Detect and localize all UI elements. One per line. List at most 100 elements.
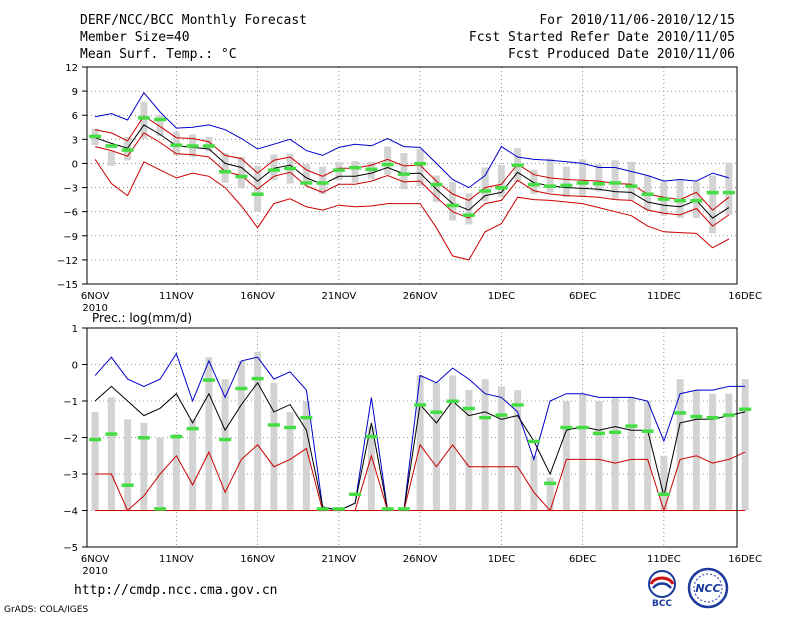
observation-mark xyxy=(722,413,735,417)
member-range-bar xyxy=(205,136,213,152)
bcc-logo-arc xyxy=(649,576,675,585)
member-range-bar xyxy=(205,357,213,511)
member-range-bar xyxy=(221,379,229,511)
member-range-bar xyxy=(237,157,245,189)
member-range-bar xyxy=(367,426,375,511)
chart-title: DERF/NCC/BCC Monthly Forecast xyxy=(80,13,307,28)
observation-mark xyxy=(609,181,622,185)
observation-mark xyxy=(527,439,540,444)
observation-mark xyxy=(365,434,378,439)
x-tick-label: 6NOV xyxy=(81,291,110,302)
member-range-bar xyxy=(416,375,424,511)
member-range-bar xyxy=(579,393,587,511)
observation-mark xyxy=(332,507,345,511)
member-range-bar xyxy=(644,401,652,511)
forecast-start-date: Fcst Started Refer Date 2010/11/05 xyxy=(468,30,735,45)
x-tick-label: 1DEC xyxy=(488,554,515,565)
observation-mark xyxy=(267,423,280,427)
x-tick-label: 26NOV xyxy=(403,554,438,565)
member-range-bar xyxy=(481,379,489,511)
y-tick-label: −3 xyxy=(63,470,78,481)
member-range-bar xyxy=(725,162,733,215)
observation-mark xyxy=(202,144,215,148)
y-tick-label: 12 xyxy=(65,63,78,74)
member-range-bar xyxy=(221,152,229,183)
observation-mark xyxy=(137,436,150,440)
x-tick-label: 6NOV xyxy=(81,554,110,565)
x-tick-label: 11NOV xyxy=(159,554,194,565)
member-range-bar xyxy=(627,161,635,200)
y-tick-label: −6 xyxy=(63,208,78,219)
series-line-upper-mid xyxy=(95,115,730,211)
x-tick-label: 6DEC xyxy=(569,291,596,302)
member-range-bar xyxy=(189,419,197,511)
observation-mark xyxy=(267,168,280,172)
member-range-bar xyxy=(709,393,717,511)
observation-mark xyxy=(641,429,654,433)
observation-mark xyxy=(89,134,102,139)
series-line-lower xyxy=(95,443,746,513)
bcc-logo-wave xyxy=(652,582,672,589)
x-tick-label: 16NOV xyxy=(240,554,275,565)
y-tick-label: 3 xyxy=(72,135,78,146)
observation-mark xyxy=(674,411,687,415)
source-url[interactable]: http://cmdp.ncc.cma.gov.cn xyxy=(74,583,278,598)
observation-mark xyxy=(170,434,183,439)
x-tick-label: 16DEC xyxy=(728,291,762,302)
observation-mark xyxy=(446,203,459,208)
member-range-bar xyxy=(140,422,148,511)
bcc-logo-ring xyxy=(648,570,676,598)
member-range-bar xyxy=(449,375,457,511)
y-tick-label: −2 xyxy=(63,434,78,445)
x-tick-label: 16NOV xyxy=(240,291,275,302)
observation-mark xyxy=(121,483,134,487)
member-range-bar xyxy=(432,382,440,511)
observation-mark xyxy=(365,167,378,172)
plot-frame xyxy=(86,66,738,285)
grads-credit: GrADS: COLA/IGES xyxy=(4,605,89,615)
series-line-upper xyxy=(95,91,730,189)
observation-mark xyxy=(544,481,557,486)
x-tick-year-label: 2010 xyxy=(82,566,107,577)
observation-mark xyxy=(576,425,589,430)
observation-mark xyxy=(186,426,199,431)
series-line-lower-mid xyxy=(94,132,730,227)
observation-mark xyxy=(251,192,264,196)
observation-mark xyxy=(479,415,492,420)
member-size: Member Size=40 xyxy=(80,30,190,45)
observation-mark xyxy=(706,415,719,420)
observation-mark xyxy=(495,186,508,190)
member-range-bar xyxy=(530,455,538,511)
observation-mark xyxy=(430,410,443,414)
observation-mark xyxy=(381,162,394,167)
observation-mark xyxy=(560,183,573,188)
member-range-bar xyxy=(124,419,132,511)
observation-mark xyxy=(511,403,524,407)
member-range-bar xyxy=(302,164,310,184)
observation-mark xyxy=(137,116,150,120)
observation-mark xyxy=(479,189,492,193)
observation-mark xyxy=(284,166,297,171)
observation-mark xyxy=(219,437,232,442)
observation-mark xyxy=(446,399,459,403)
observation-mark xyxy=(349,165,362,170)
observation-mark xyxy=(625,424,638,428)
observation-mark xyxy=(657,197,670,201)
observation-mark xyxy=(414,161,427,166)
member-range-bar xyxy=(546,477,554,511)
panel-title: Prec.: log(mm/d) xyxy=(92,311,192,325)
observation-mark xyxy=(235,386,248,391)
y-tick-label: −5 xyxy=(63,543,78,554)
observation-mark xyxy=(690,414,703,419)
y-tick-label: 1 xyxy=(72,324,78,335)
observation-mark xyxy=(284,425,297,430)
y-tick-label: −3 xyxy=(63,184,78,195)
member-range-bar xyxy=(514,390,522,511)
observation-mark xyxy=(609,430,622,435)
member-range-bar xyxy=(725,393,733,511)
ncc-logo: NCC xyxy=(687,567,729,609)
observation-mark xyxy=(89,437,102,442)
observation-mark xyxy=(202,378,215,382)
